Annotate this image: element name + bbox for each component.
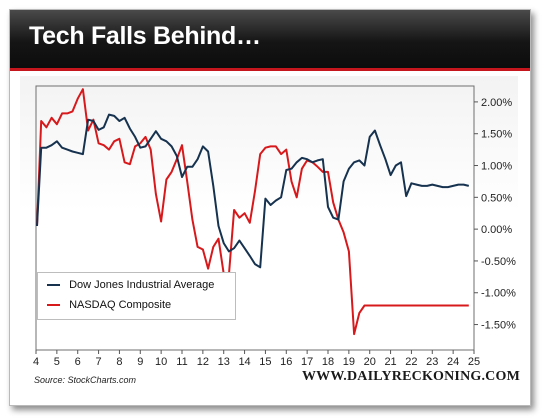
y-tick-label: 0.00%: [481, 224, 512, 236]
x-tick-label: 16: [280, 356, 292, 368]
legend-swatch-dow: [47, 284, 60, 287]
x-tick-label: 22: [405, 356, 417, 368]
x-tick-label: 9: [137, 356, 143, 368]
plot-background: [20, 76, 518, 376]
x-tick-label: 21: [384, 356, 396, 368]
x-tick-label: 13: [218, 356, 230, 368]
chart-series: [36, 88, 470, 336]
x-tick-label: 14: [238, 356, 250, 368]
source-note: Source: StockCharts.com: [34, 375, 137, 385]
x-tick-label: 6: [75, 356, 81, 368]
chart-card: Tech Falls Behind…: [9, 9, 531, 406]
x-tick-label: 7: [96, 356, 102, 368]
legend-swatch-nasdaq: [47, 304, 60, 307]
x-tick-label: 17: [301, 356, 313, 368]
y-tick-label: -0.50%: [481, 256, 516, 268]
x-tick-label: 23: [426, 356, 438, 368]
x-tick-label: 19: [343, 356, 355, 368]
series-line-nasdaq: [36, 88, 469, 336]
title-banner: Tech Falls Behind…: [10, 10, 530, 71]
y-tick-label: -1.00%: [481, 288, 516, 300]
y-tick-label: 1.00%: [481, 161, 512, 173]
legend-item-nasdaq: NASDAQ Composite: [47, 299, 171, 315]
x-tick-label: 5: [54, 356, 60, 368]
legend-item-dow: Dow Jones Industrial Average: [47, 279, 214, 295]
y-tick-label: 0.50%: [481, 192, 512, 204]
series-line-dow: [36, 113, 470, 269]
y-tick-label: -1.50%: [481, 320, 516, 332]
legend-label-dow: Dow Jones Industrial Average: [69, 279, 215, 291]
y-tick-label: 2.00%: [481, 97, 512, 109]
chart-title: Tech Falls Behind…: [29, 22, 261, 50]
plot-frame: [35, 85, 475, 351]
y-tick-label: 1.50%: [481, 129, 512, 141]
x-tick-label: 25: [468, 356, 480, 368]
x-tick-label: 12: [197, 356, 209, 368]
x-tick-label: 8: [116, 356, 122, 368]
chart-legend: Dow Jones Industrial Average NASDAQ Comp…: [37, 272, 236, 320]
site-url: WWW.DAILYRECKONING.COM: [301, 369, 520, 384]
x-tick-label: 11: [176, 356, 187, 368]
legend-label-nasdaq: NASDAQ Composite: [69, 299, 172, 311]
x-tick-label: 20: [364, 356, 376, 368]
x-tick-label: 24: [447, 356, 459, 368]
x-tick-label: 18: [322, 356, 334, 368]
x-tick-label: 4: [33, 356, 39, 368]
x-tick-label: 15: [259, 356, 271, 368]
chart-axes: 4 5 6 7 8 9 10 11 12 13 14 15 16 17 18 19 20 21 22 23 24 25 2.…: [33, 85, 516, 368]
x-tick-label: 10: [155, 356, 167, 368]
